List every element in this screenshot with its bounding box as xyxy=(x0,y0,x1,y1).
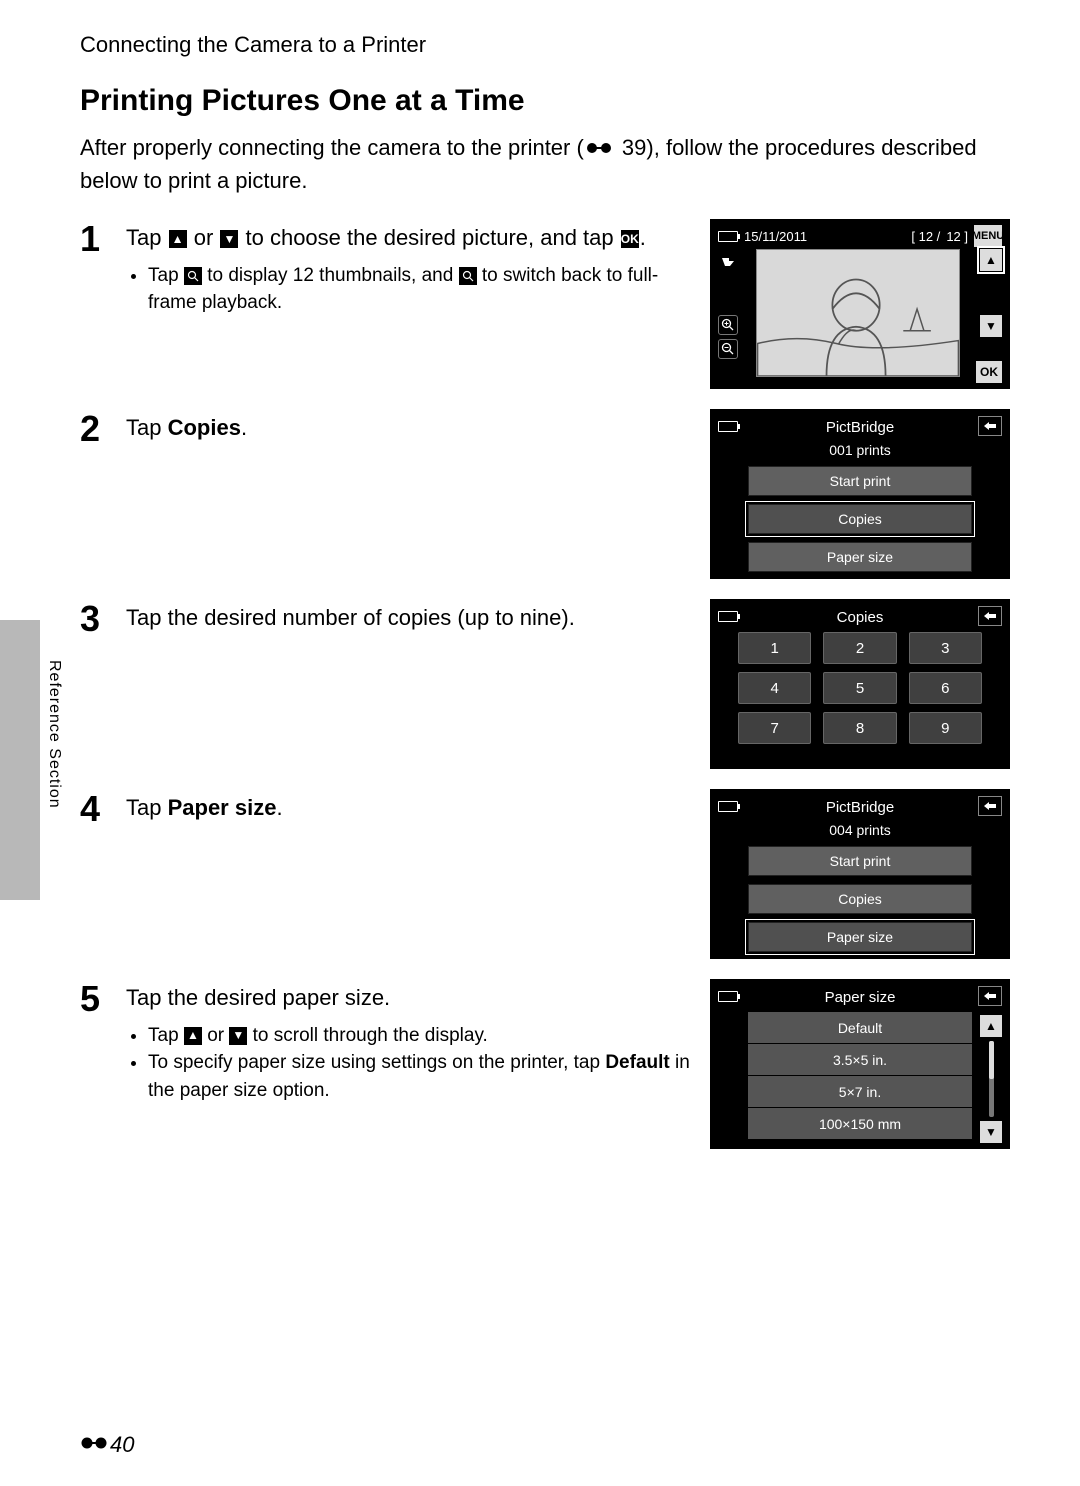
step-1-title: Tap ▲ or ▼ to choose the desired picture… xyxy=(126,223,692,254)
step-3: 3 Tap the desired number of copies (up t… xyxy=(80,599,1020,769)
step-number: 1 xyxy=(80,219,126,257)
step-5-bullet-2: To specify paper size using settings on … xyxy=(148,1049,692,1104)
copy-3-button[interactable]: 3 xyxy=(909,632,982,664)
page-footer: 40 xyxy=(80,1432,134,1458)
back-button[interactable] xyxy=(978,796,1002,816)
copies-grid: 1 2 3 4 5 6 7 8 9 xyxy=(718,626,1002,744)
zoom-out-button[interactable] xyxy=(718,339,738,359)
paper-size-button[interactable]: Paper size xyxy=(748,542,972,572)
photo-thumbnail xyxy=(756,249,960,377)
back-button[interactable] xyxy=(978,416,1002,436)
copies-button[interactable]: Copies xyxy=(748,884,972,914)
scroll-track[interactable] xyxy=(989,1041,994,1117)
start-print-button[interactable]: Start print xyxy=(748,846,972,876)
step-2-title: Tap Copies. xyxy=(126,413,692,444)
zoom-in-icon xyxy=(459,267,477,285)
screen-step-2: PictBridge 001 prints Start print Copies… xyxy=(710,409,1010,579)
screen-title: Copies xyxy=(718,609,1002,626)
battery-icon xyxy=(718,801,738,812)
screen-step-1: 15/11/2011 [ 12 / 12 ] MENU xyxy=(710,219,1010,389)
battery-icon xyxy=(718,611,738,622)
screen-step-4: PictBridge 004 prints Start print Copies… xyxy=(710,789,1010,959)
zoom-out-icon xyxy=(184,267,202,285)
reference-link-icon xyxy=(80,1432,108,1458)
step-5-bullet-1: Tap ▲ or ▼ to scroll through the display… xyxy=(148,1022,692,1050)
ok-icon: OK xyxy=(621,230,639,248)
copies-button[interactable]: Copies xyxy=(748,504,972,534)
scroll-down-icon[interactable]: ▼ xyxy=(980,1121,1002,1143)
screen-title: Paper size xyxy=(718,989,1002,1006)
breadcrumb: Connecting the Camera to a Printer xyxy=(80,32,1020,58)
step-number: 4 xyxy=(80,789,126,827)
ok-button[interactable]: OK xyxy=(976,361,1002,383)
step-number: 2 xyxy=(80,409,126,447)
battery-icon xyxy=(718,421,738,432)
zoom-in-button[interactable] xyxy=(718,315,738,335)
up-button[interactable]: ▲ xyxy=(980,249,1002,271)
step-4-title: Tap Paper size. xyxy=(126,793,692,824)
screen-date: 15/11/2011 xyxy=(744,229,807,244)
screen-title: PictBridge xyxy=(718,799,1002,816)
step-5-title: Tap the desired paper size. xyxy=(126,983,692,1014)
copy-1-button[interactable]: 1 xyxy=(738,632,811,664)
copy-7-button[interactable]: 7 xyxy=(738,712,811,744)
scroll-up-icon[interactable]: ▲ xyxy=(980,1015,1002,1037)
menu-button[interactable]: MENU xyxy=(974,225,1002,247)
battery-icon xyxy=(718,991,738,1002)
screen-step-3: Copies 1 2 3 4 5 6 7 8 9 xyxy=(710,599,1010,769)
step-1: 1 Tap ▲ or ▼ to choose the desired pictu… xyxy=(80,219,1020,389)
page-number: 40 xyxy=(110,1432,134,1458)
paper-size-default[interactable]: Default xyxy=(748,1012,972,1044)
paper-size-35x5[interactable]: 3.5×5 in. xyxy=(748,1044,972,1076)
step-number: 5 xyxy=(80,979,126,1017)
copy-4-button[interactable]: 4 xyxy=(738,672,811,704)
paper-size-button[interactable]: Paper size xyxy=(748,922,972,952)
scrollbar[interactable]: ▲ ▼ xyxy=(980,1015,1002,1143)
start-print-button[interactable]: Start print xyxy=(748,466,972,496)
paper-size-5x7[interactable]: 5×7 in. xyxy=(748,1076,972,1108)
screen-counter: [ 12 / xyxy=(911,229,940,244)
side-section-label: Reference Section xyxy=(45,660,63,809)
step-number: 3 xyxy=(80,599,126,637)
copy-2-button[interactable]: 2 xyxy=(823,632,896,664)
reference-link-icon xyxy=(586,133,612,165)
battery-icon xyxy=(718,231,738,242)
copy-9-button[interactable]: 9 xyxy=(909,712,982,744)
down-button[interactable]: ▼ xyxy=(980,315,1002,337)
screen-counter-b: 12 ] xyxy=(946,229,968,244)
step-5: 5 Tap the desired paper size. Tap ▲ or ▼… xyxy=(80,979,1020,1149)
up-arrow-icon: ▲ xyxy=(184,1027,202,1045)
screen-title: PictBridge xyxy=(718,419,1002,436)
side-tab xyxy=(0,620,40,900)
step-4: 4 Tap Paper size. PictBridge 004 prints … xyxy=(80,789,1020,959)
down-arrow-icon: ▼ xyxy=(229,1027,247,1045)
back-button[interactable] xyxy=(978,986,1002,1006)
scroll-thumb[interactable] xyxy=(989,1041,994,1079)
screen-step-5: Paper size Default 3.5×5 in. 5×7 in. 100… xyxy=(710,979,1010,1149)
screen-subtitle: 001 prints xyxy=(718,442,1002,458)
back-button[interactable] xyxy=(978,606,1002,626)
copy-5-button[interactable]: 5 xyxy=(823,672,896,704)
paper-size-100x150[interactable]: 100×150 mm xyxy=(748,1108,972,1140)
copy-8-button[interactable]: 8 xyxy=(823,712,896,744)
screen-subtitle: 004 prints xyxy=(718,822,1002,838)
step-3-title: Tap the desired number of copies (up to … xyxy=(126,603,692,634)
down-arrow-icon: ▼ xyxy=(220,230,238,248)
pictbridge-icon xyxy=(718,253,738,273)
intro-text: After properly connecting the camera to … xyxy=(80,132,1020,197)
step-2: 2 Tap Copies. PictBridge 001 prints Star… xyxy=(80,409,1020,579)
page-title: Printing Pictures One at a Time xyxy=(80,84,1020,118)
copy-6-button[interactable]: 6 xyxy=(909,672,982,704)
up-arrow-icon: ▲ xyxy=(169,230,187,248)
step-1-bullet: Tap to display 12 thumbnails, and to swi… xyxy=(148,262,692,317)
